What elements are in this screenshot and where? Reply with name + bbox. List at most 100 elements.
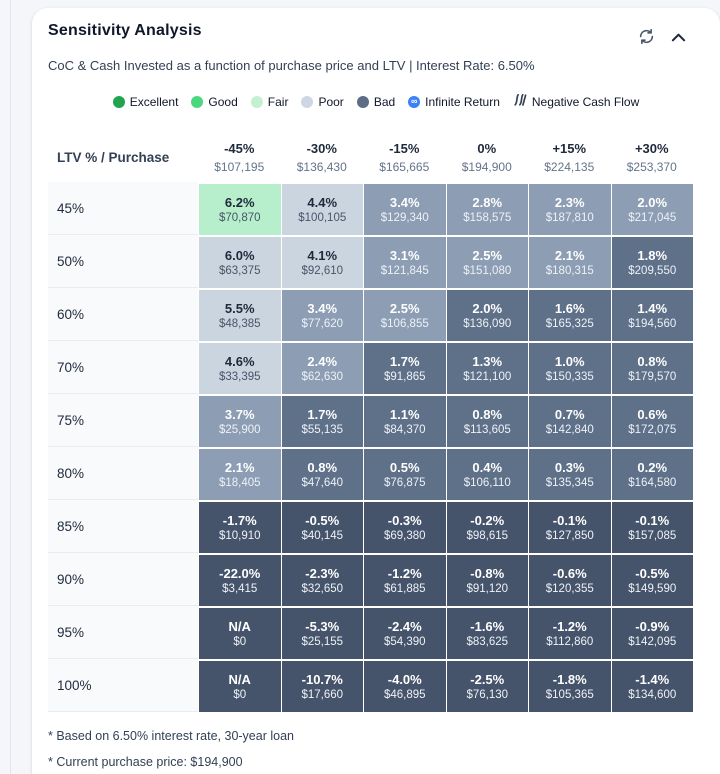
cell-coc-value: -0.3% <box>387 513 422 528</box>
cell-coc-value: 0.7% <box>554 407 585 422</box>
collapse-button[interactable] <box>671 31 686 46</box>
cell-coc-value: -5.3% <box>305 619 340 634</box>
coc-cell[interactable]: 1.0% $150,335 <box>528 341 611 394</box>
coc-cell[interactable]: -0.5% $40,145 <box>280 500 363 553</box>
cell-cash-value: $0 <box>233 636 247 648</box>
coc-cell[interactable]: -1.7% $10,910 <box>198 500 281 553</box>
coc-cell[interactable]: -0.6% $120,355 <box>528 553 611 606</box>
coc-cell[interactable]: -1.4% $134,600 <box>610 659 693 712</box>
refresh-button[interactable] <box>638 28 655 48</box>
corner-header-label: LTV % / Purchase <box>57 149 170 165</box>
coc-cell[interactable]: 1.7% $55,135 <box>280 394 363 447</box>
coc-cell[interactable]: 1.4% $194,560 <box>610 288 693 341</box>
coc-cell[interactable]: -10.7% $17,660 <box>280 659 363 712</box>
coc-cell[interactable]: 5.5% $48,385 <box>198 288 281 341</box>
coc-cell[interactable]: -5.3% $25,155 <box>280 606 363 659</box>
coc-cell[interactable]: -0.3% $69,380 <box>363 500 446 553</box>
coc-cell[interactable]: 0.3% $135,345 <box>528 447 611 500</box>
cell-cash-value: $18,405 <box>218 477 261 489</box>
coc-cell[interactable]: 6.0% $63,375 <box>198 235 281 288</box>
cell-cash-value: $70,870 <box>218 212 261 224</box>
coc-cell[interactable]: -2.3% $32,650 <box>280 553 363 606</box>
coc-cell[interactable]: -22.0% $3,415 <box>198 553 281 606</box>
coc-cell[interactable]: 3.7% $25,900 <box>198 394 281 447</box>
cell-coc-value: -1.8% <box>552 672 587 687</box>
legend-item-label: Poor <box>318 94 344 109</box>
cell-coc-value: 1.1% <box>389 407 420 422</box>
cell-coc-value: 2.4% <box>307 354 338 369</box>
legend-item-label: Infinite Return <box>425 94 500 109</box>
coc-cell[interactable]: 0.7% $142,840 <box>528 394 611 447</box>
row-label: 70% <box>48 341 198 394</box>
cell-coc-value: 2.0% <box>472 301 503 316</box>
coc-cell[interactable]: 0.8% $113,605 <box>445 394 528 447</box>
coc-cell[interactable]: -1.2% $112,860 <box>528 606 611 659</box>
coc-cell[interactable]: 0.8% $47,640 <box>280 447 363 500</box>
cell-cash-value: $194,560 <box>628 318 677 330</box>
cell-cash-value: $172,075 <box>628 424 677 436</box>
coc-cell[interactable]: -0.9% $142,095 <box>610 606 693 659</box>
cell-cash-value: $112,860 <box>546 636 594 648</box>
row-label: 50% <box>48 235 198 288</box>
coc-cell[interactable]: -0.1% $127,850 <box>528 500 611 553</box>
coc-cell[interactable]: -1.2% $61,885 <box>363 553 446 606</box>
coc-cell[interactable]: -1.6% $83,625 <box>445 606 528 659</box>
coc-cell[interactable]: -2.4% $54,390 <box>363 606 446 659</box>
cell-coc-value: 2.0% <box>637 195 668 210</box>
coc-cell[interactable]: 2.3% $187,810 <box>528 182 611 235</box>
coc-cell[interactable]: 1.1% $84,370 <box>363 394 446 447</box>
cell-cash-value: $106,110 <box>463 477 511 489</box>
coc-cell[interactable]: 4.4% $100,105 <box>280 182 363 235</box>
coc-cell[interactable]: 1.8% $209,550 <box>610 235 693 288</box>
cell-cash-value: $113,605 <box>463 424 511 436</box>
column-pct-label: +30% <box>634 140 669 156</box>
coc-cell[interactable]: 2.5% $106,855 <box>363 288 446 341</box>
coc-cell[interactable]: 1.6% $165,325 <box>528 288 611 341</box>
coc-cell[interactable]: 2.5% $151,080 <box>445 235 528 288</box>
coc-cell[interactable]: 2.4% $62,630 <box>280 341 363 394</box>
column-pct-label: -45% <box>224 140 255 156</box>
coc-cell[interactable]: 0.8% $179,570 <box>610 341 693 394</box>
coc-cell[interactable]: -4.0% $46,895 <box>363 659 446 712</box>
cell-coc-value: 6.0% <box>224 248 255 263</box>
coc-cell[interactable]: -0.2% $98,615 <box>445 500 528 553</box>
coc-cell[interactable]: N/A $0 <box>198 606 281 659</box>
coc-cell[interactable]: -2.5% $76,130 <box>445 659 528 712</box>
cell-coc-value: 3.7% <box>224 407 255 422</box>
coc-cell[interactable]: -0.5% $149,590 <box>610 553 693 606</box>
cell-coc-value: -0.1% <box>635 513 670 528</box>
coc-cell[interactable]: 0.6% $172,075 <box>610 394 693 447</box>
excellent-dot-icon <box>112 95 125 108</box>
coc-cell[interactable]: 3.4% $77,620 <box>280 288 363 341</box>
coc-cell[interactable]: 4.6% $33,395 <box>198 341 281 394</box>
coc-cell[interactable]: 3.1% $121,845 <box>363 235 446 288</box>
good-dot-icon <box>191 95 204 108</box>
coc-cell[interactable]: 1.7% $91,865 <box>363 341 446 394</box>
cell-cash-value: $134,600 <box>628 689 677 701</box>
table-row-ltv-70: 70% 4.6% $33,395 2.4% $62,630 1.7% $91,865 1.3%… <box>48 341 705 394</box>
coc-cell[interactable]: 2.8% $158,575 <box>445 182 528 235</box>
coc-cell[interactable]: 2.0% $136,090 <box>445 288 528 341</box>
table-row-ltv-100: 100% N/A $0 -10.7% $17,660 -4.0% $46,895 -2.5% $… <box>48 659 705 712</box>
coc-cell[interactable]: 0.5% $76,875 <box>363 447 446 500</box>
cell-coc-value: 1.7% <box>307 407 338 422</box>
coc-cell[interactable]: 4.1% $92,610 <box>280 235 363 288</box>
coc-cell[interactable]: 3.4% $129,340 <box>363 182 446 235</box>
coc-cell[interactable]: 6.2% $70,870 <box>198 182 281 235</box>
coc-cell[interactable]: -1.8% $105,365 <box>528 659 611 712</box>
cell-cash-value: $84,370 <box>383 424 426 436</box>
cell-cash-value: $33,395 <box>218 371 261 383</box>
coc-cell[interactable]: 2.0% $217,045 <box>610 182 693 235</box>
cell-cash-value: $63,375 <box>218 265 261 277</box>
cell-cash-value: $77,620 <box>301 318 344 330</box>
coc-cell[interactable]: 1.3% $121,100 <box>445 341 528 394</box>
coc-cell[interactable]: -0.1% $157,085 <box>610 500 693 553</box>
coc-cell[interactable]: 0.4% $106,110 <box>445 447 528 500</box>
legend-item-label: Fair <box>267 94 289 109</box>
cell-coc-value: 2.1% <box>224 460 255 475</box>
coc-cell[interactable]: 2.1% $180,315 <box>528 235 611 288</box>
coc-cell[interactable]: -0.8% $91,120 <box>445 553 528 606</box>
coc-cell[interactable]: N/A $0 <box>198 659 281 712</box>
coc-cell[interactable]: 0.2% $164,580 <box>610 447 693 500</box>
coc-cell[interactable]: 2.1% $18,405 <box>198 447 281 500</box>
